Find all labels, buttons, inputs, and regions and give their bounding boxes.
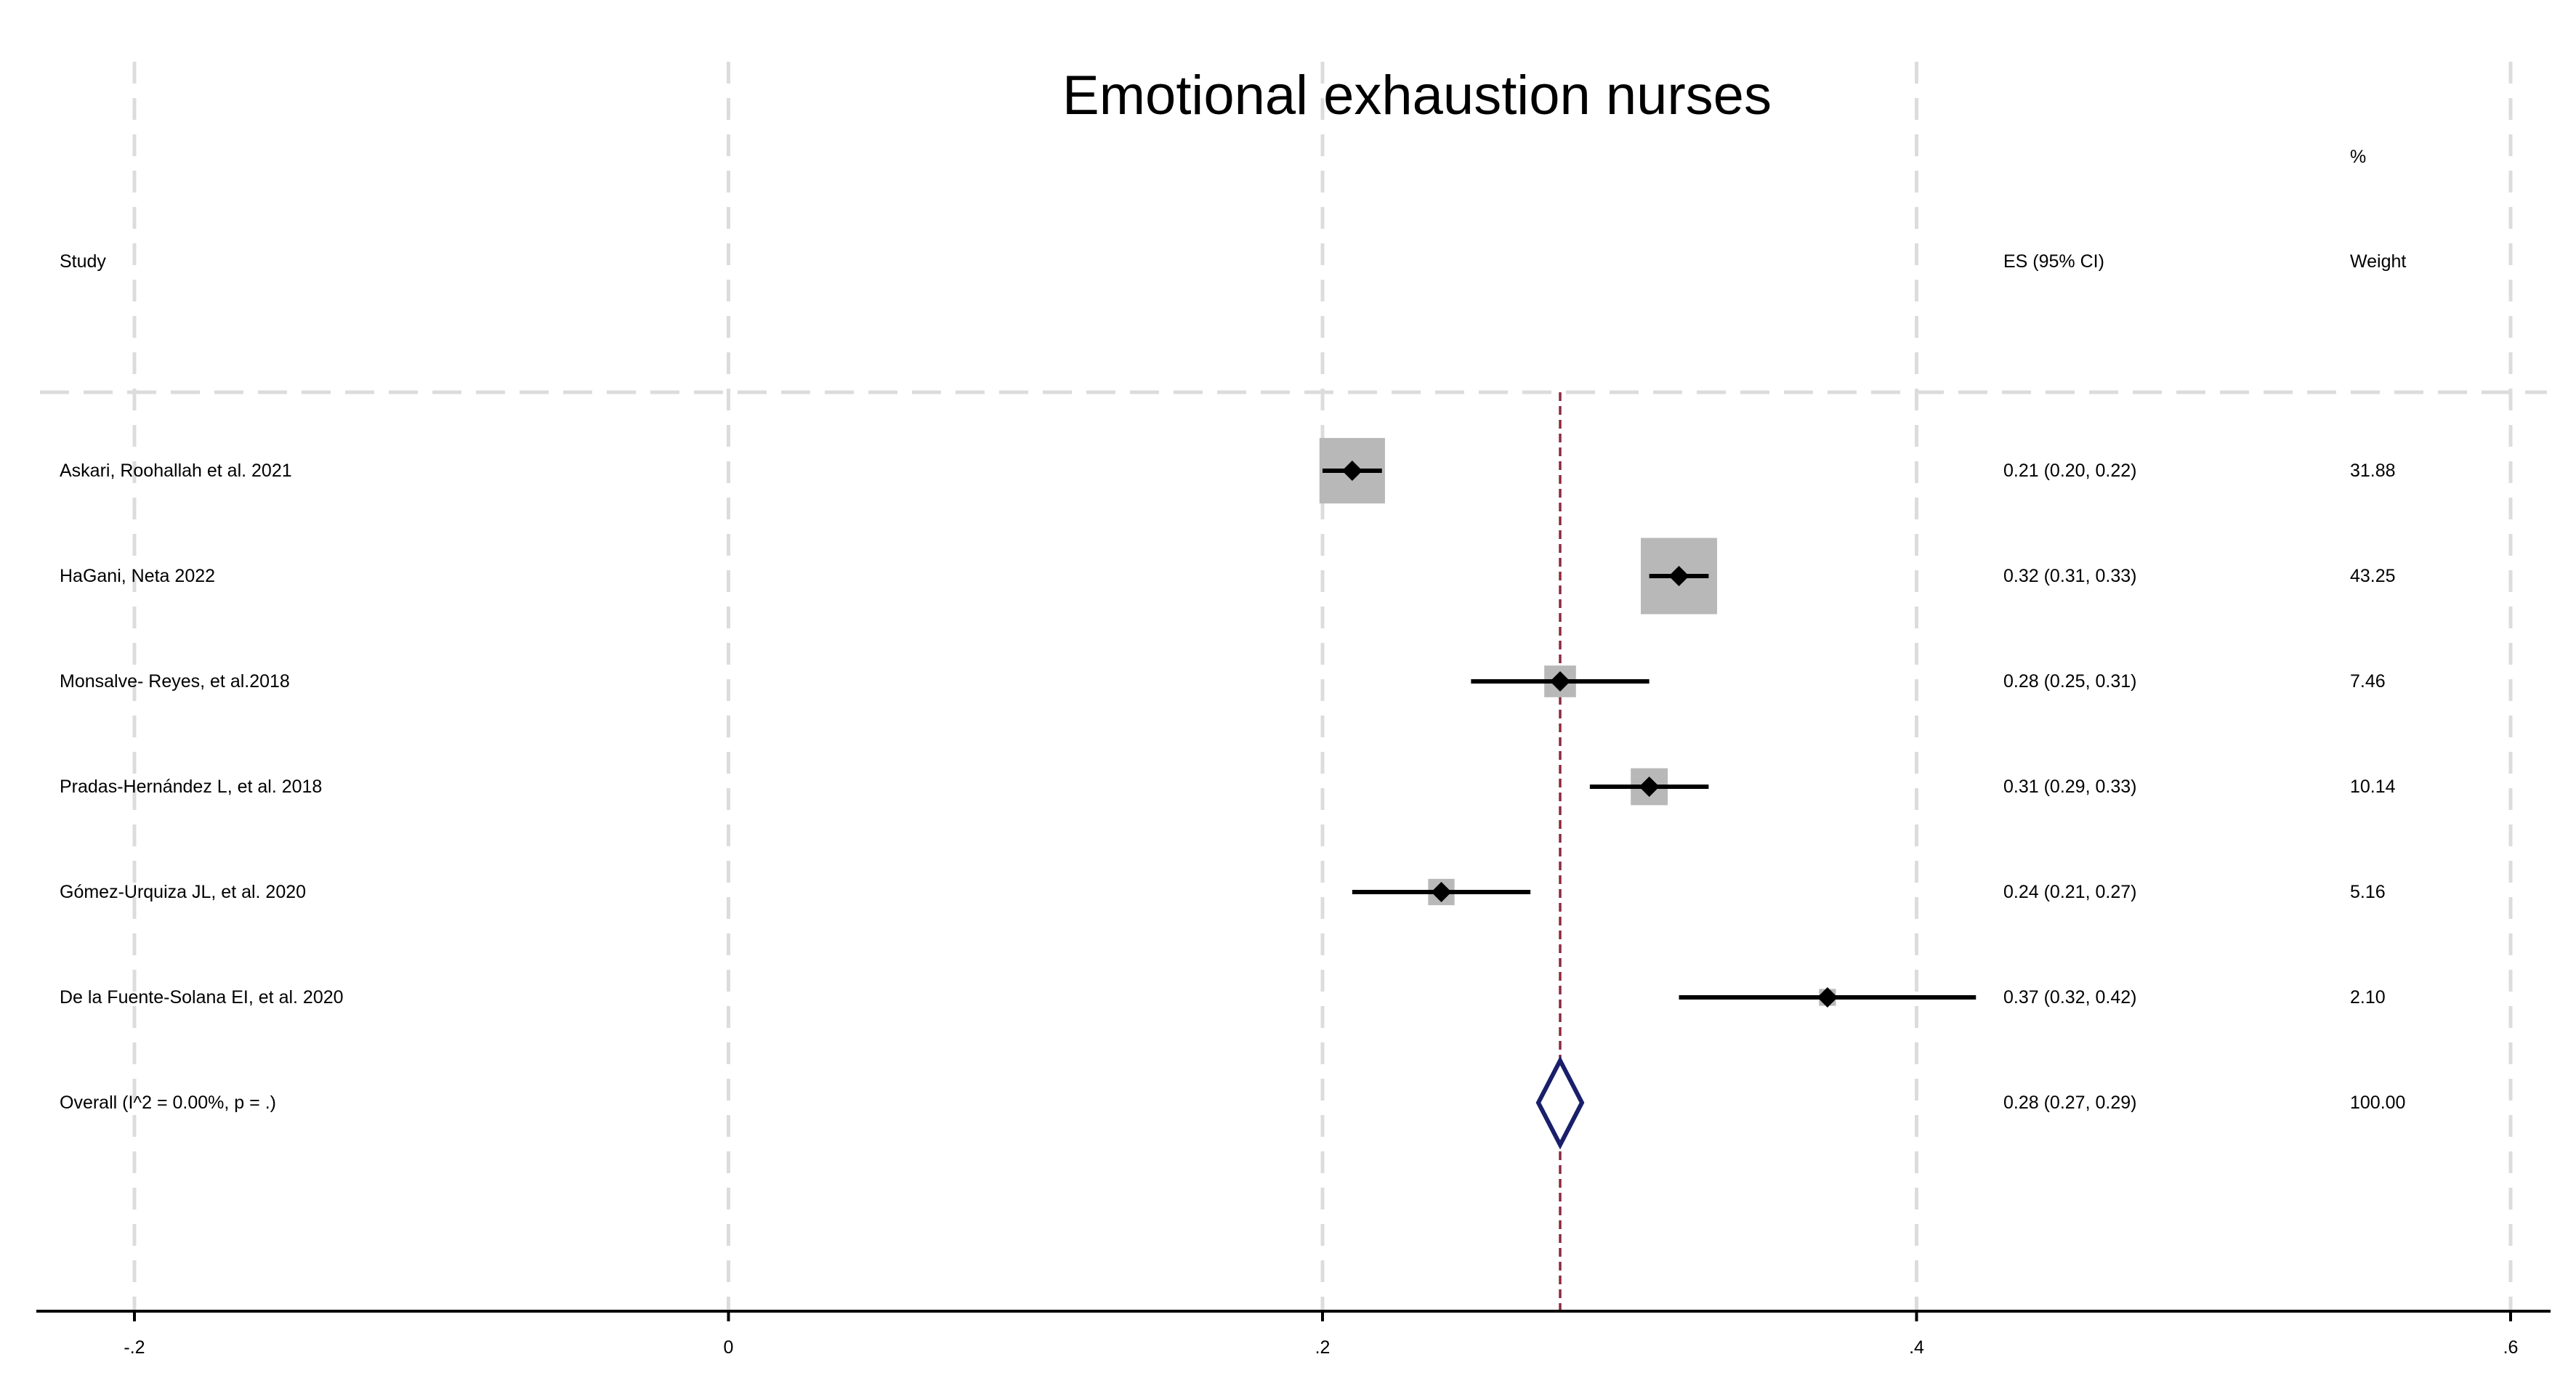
x-tick-label: .2 bbox=[1315, 1337, 1331, 1358]
es-ci-label: 0.32 (0.31, 0.33) bbox=[2003, 566, 2136, 586]
overall-diamond bbox=[1535, 1055, 1585, 1150]
weight-column-header: Weight bbox=[2350, 251, 2406, 272]
text-columns: Emotional exhaustion nurses Study ES (95… bbox=[60, 65, 2406, 1113]
chart-title: Emotional exhaustion nurses bbox=[1062, 65, 1772, 126]
es-ci-label: 0.21 (0.20, 0.22) bbox=[2003, 461, 2136, 481]
point-estimate bbox=[1431, 882, 1452, 902]
grid-lines bbox=[132, 62, 2513, 1311]
point-estimate bbox=[1550, 671, 1570, 692]
overall-label: Overall (I^2 = 0.00%, p = .) bbox=[60, 1093, 276, 1113]
overall-weight-label: 100.00 bbox=[2350, 1093, 2405, 1113]
study-label: Gómez-Urquiza JL, et al. 2020 bbox=[60, 882, 306, 902]
x-tick-label: -.2 bbox=[124, 1337, 145, 1358]
weight-label: 43.25 bbox=[2350, 566, 2396, 586]
weight-label: 10.14 bbox=[2350, 777, 2396, 797]
study-label: Askari, Roohallah et al. 2021 bbox=[60, 461, 292, 481]
study-label: Pradas-Hernández L, et al. 2018 bbox=[60, 777, 322, 797]
point-estimate bbox=[1341, 461, 1362, 481]
weight-label: 5.16 bbox=[2350, 882, 2386, 902]
x-tick-label: .4 bbox=[1909, 1337, 1924, 1358]
x-tick-label: 0 bbox=[724, 1337, 734, 1358]
study-marks bbox=[1319, 437, 1977, 1150]
overall-es-ci-label: 0.28 (0.27, 0.29) bbox=[2003, 1093, 2136, 1113]
study-label: De la Fuente-Solana EI, et al. 2020 bbox=[60, 987, 344, 1008]
study-label: Monsalve- Reyes, et al.2018 bbox=[60, 671, 290, 692]
point-estimate bbox=[1668, 566, 1689, 586]
point-estimate bbox=[1639, 777, 1660, 797]
study-label: HaGani, Neta 2022 bbox=[60, 566, 215, 586]
es-ci-label: 0.31 (0.29, 0.33) bbox=[2003, 777, 2136, 797]
point-estimate bbox=[1817, 987, 1838, 1008]
weight-label: 2.10 bbox=[2350, 987, 2386, 1008]
es-ci-label: 0.37 (0.32, 0.42) bbox=[2003, 987, 2136, 1008]
es-ci-label: 0.28 (0.25, 0.31) bbox=[2003, 671, 2136, 692]
x-axis: -.2 0 .2 .4 .6 bbox=[36, 1310, 2551, 1358]
weight-label: 31.88 bbox=[2350, 461, 2396, 481]
es-ci-label: 0.24 (0.21, 0.27) bbox=[2003, 882, 2136, 902]
es-column-header: ES (95% CI) bbox=[2003, 251, 2104, 272]
study-column-header: Study bbox=[60, 251, 106, 272]
x-tick-label: .6 bbox=[2503, 1337, 2519, 1358]
weight-label: 7.46 bbox=[2350, 671, 2386, 692]
weight-percent-header: % bbox=[2350, 147, 2366, 167]
